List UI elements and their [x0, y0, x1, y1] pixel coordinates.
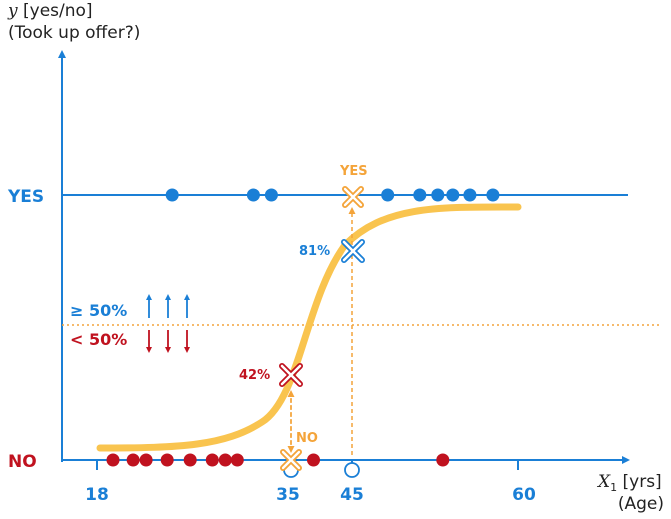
yes-data-point: [246, 188, 260, 202]
no-data-point: [307, 453, 320, 467]
pred-yes-label: YES: [339, 164, 368, 179]
no-data-point: [230, 453, 244, 467]
yes-data-point: [413, 188, 427, 202]
yes-data-point: [431, 188, 445, 202]
no-data-point: [218, 453, 232, 467]
no-data-point: [126, 453, 140, 467]
no-data-point: [436, 453, 450, 467]
up-arrows: [146, 294, 190, 318]
no-axis-label: NO: [8, 452, 37, 472]
cross-marker-no: [280, 449, 302, 471]
pred-no-label: NO: [296, 431, 318, 446]
y-axis-subtitle: (Took up offer?): [8, 23, 140, 43]
no-data-point: [106, 453, 120, 467]
yes-data-point: [381, 188, 395, 202]
ge50-label: ≥ 50%: [70, 301, 127, 320]
yes-points: [165, 188, 500, 202]
cross-marker-81: [341, 239, 365, 263]
yes-axis-label: YES: [7, 187, 44, 207]
yes-data-point: [264, 188, 278, 202]
x-tick-label-60: 60: [512, 485, 536, 505]
x-axis-subtitle: (Age): [618, 494, 664, 514]
x-tick-label-35: 35: [276, 485, 300, 505]
cross-marker-yes: [342, 186, 364, 208]
yes-data-point: [486, 188, 500, 202]
input-marker-45: [344, 462, 360, 478]
no-data-point: [139, 453, 153, 467]
no-data-point: [183, 453, 197, 467]
y-axis-title: y [yes/no]: [7, 1, 93, 21]
prob-42-label: 42%: [239, 368, 270, 383]
yes-data-point: [446, 188, 460, 202]
down-arrows: [146, 330, 190, 353]
yes-data-point: [463, 188, 477, 202]
lt50-label: < 50%: [70, 330, 127, 349]
logistic-curve: [96, 203, 522, 452]
prob-81-label: 81%: [299, 244, 330, 259]
cross-marker-42: [279, 363, 303, 387]
no-points: [106, 453, 450, 467]
no-data-point: [205, 453, 219, 467]
x-tick-label-45: 45: [340, 485, 364, 505]
x-axis-title: X1 [yrs]: [596, 472, 662, 494]
no-data-point: [160, 453, 174, 467]
yes-data-point: [165, 188, 179, 202]
x-tick-label-18: 18: [85, 485, 109, 505]
